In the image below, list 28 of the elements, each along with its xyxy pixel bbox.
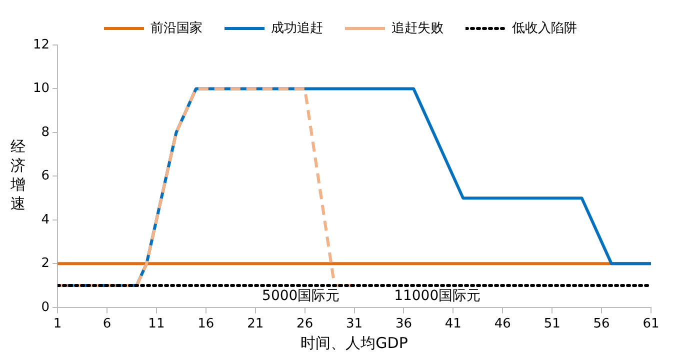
y-tick-label: 0 <box>41 300 50 315</box>
annotation: 5000国际元 <box>262 288 340 304</box>
x-tick-label: 61 <box>642 316 660 332</box>
x-tick-label: 16 <box>198 316 214 332</box>
x-tick-label: 56 <box>593 316 610 332</box>
legend-label: 前沿国家 <box>150 20 202 36</box>
annotation: 11000国际元 <box>394 288 481 304</box>
x-tick-label: 1 <box>53 316 62 332</box>
x-tick-label: 26 <box>296 316 314 332</box>
x-tick-label: 46 <box>494 316 511 332</box>
y-tick-label: 2 <box>41 256 50 272</box>
y-tick-label: 4 <box>41 212 50 228</box>
x-tick-label: 31 <box>346 316 363 332</box>
x-tick-label: 51 <box>544 316 560 332</box>
x-tick-label: 41 <box>444 316 462 332</box>
y-tick-label: 10 <box>32 81 50 96</box>
x-tick-label: 6 <box>102 316 112 332</box>
y-axis-title: 经济增速 <box>10 138 26 213</box>
x-tick-label: 36 <box>395 316 412 332</box>
legend-label: 成功追赶 <box>271 20 323 36</box>
legend-label: 追赶失败 <box>392 20 444 36</box>
x-tick-label: 21 <box>247 316 264 332</box>
x-axis-title: 时间、人均GDP <box>300 334 408 352</box>
y-tick-label: 8 <box>41 124 50 140</box>
y-tick-label: 6 <box>41 168 50 184</box>
y-tick-label: 12 <box>32 37 50 52</box>
x-tick-label: 11 <box>148 316 165 332</box>
legend-label: 低收入陷阱 <box>512 20 577 36</box>
